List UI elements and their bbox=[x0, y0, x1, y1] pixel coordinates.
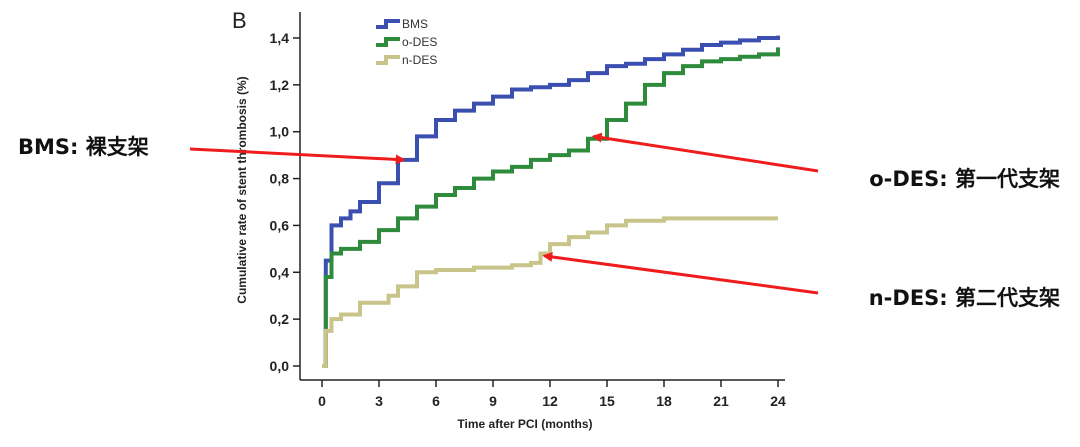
legend-label: n-DES bbox=[402, 53, 437, 67]
x-tick-label: 21 bbox=[713, 393, 729, 409]
y-axis-label: Cumulative rate of stent thrombosis (%) bbox=[235, 76, 249, 303]
x-tick-label: 3 bbox=[375, 393, 383, 409]
annotation-arrow bbox=[542, 252, 819, 295]
annotation-label: o-DES: 第一代支架 bbox=[869, 167, 1060, 191]
series-line-bms bbox=[322, 35, 780, 368]
x-ticks: 0 3 6 9 12 15 18 21 24 bbox=[318, 380, 786, 409]
y-tick-label: 1,2 bbox=[270, 77, 290, 93]
legend: BMS o-DES n-DES bbox=[376, 17, 437, 67]
x-tick-label: 24 bbox=[770, 393, 786, 409]
legend-swatch bbox=[376, 19, 400, 29]
x-tick-label: 6 bbox=[432, 393, 440, 409]
series-line-n-des bbox=[322, 216, 778, 368]
x-tick-label: 0 bbox=[318, 393, 326, 409]
x-axis-label: Time after PCI (months) bbox=[457, 417, 592, 431]
y-tick-label: 0,8 bbox=[270, 171, 290, 187]
y-tick-label: 1,4 bbox=[270, 30, 290, 46]
x-tick-label: 15 bbox=[599, 393, 615, 409]
series-lines bbox=[322, 35, 780, 368]
panel-letter: B bbox=[232, 8, 247, 33]
y-tick-label: 0,0 bbox=[270, 358, 290, 374]
x-tick-label: 9 bbox=[489, 393, 497, 409]
series-line-o-des bbox=[322, 47, 780, 368]
annotations: BMS: 裸支架 o-DES: 第一代支架 n-DES: 第二代支架 bbox=[18, 132, 1060, 310]
annotation-arrow bbox=[591, 132, 819, 173]
annotation-label: BMS: 裸支架 bbox=[18, 135, 149, 159]
y-tick-label: 1,0 bbox=[270, 124, 290, 140]
y-tick-label: 0,2 bbox=[270, 311, 290, 327]
y-ticks: 0,0 0,2 0,4 0,6 0,8 1,0 1,2 1,4 bbox=[270, 30, 300, 374]
axes bbox=[299, 12, 785, 381]
x-tick-label: 18 bbox=[656, 393, 672, 409]
y-tick-label: 0,4 bbox=[270, 264, 290, 280]
legend-label: o-DES bbox=[402, 35, 437, 49]
y-tick-label: 0,6 bbox=[270, 217, 290, 233]
annotation-arrow bbox=[189, 147, 406, 165]
x-tick-label: 12 bbox=[542, 393, 558, 409]
annotation-label: n-DES: 第二代支架 bbox=[869, 286, 1060, 310]
legend-label: BMS bbox=[402, 17, 428, 31]
legend-swatch bbox=[376, 37, 400, 47]
legend-swatch bbox=[376, 55, 400, 65]
